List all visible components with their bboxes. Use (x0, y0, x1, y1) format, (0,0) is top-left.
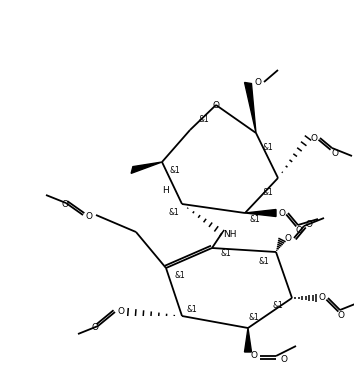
Text: &1: &1 (263, 187, 273, 196)
Text: &1: &1 (169, 208, 179, 217)
Text: &1: &1 (187, 305, 198, 314)
Text: &1: &1 (199, 115, 209, 124)
Text: O: O (251, 352, 257, 360)
Text: O: O (86, 212, 92, 221)
Text: O: O (62, 200, 69, 209)
Polygon shape (245, 328, 251, 352)
Polygon shape (245, 83, 256, 133)
Text: O: O (91, 323, 98, 332)
Text: H: H (162, 186, 169, 195)
Text: &1: &1 (249, 314, 259, 323)
Text: &1: &1 (273, 301, 283, 311)
Text: &1: &1 (259, 257, 269, 266)
Polygon shape (131, 162, 162, 173)
Text: O: O (212, 100, 219, 109)
Text: O: O (279, 208, 285, 218)
Text: &1: &1 (221, 248, 232, 257)
Text: &1: &1 (170, 166, 181, 174)
Text: O: O (331, 149, 338, 158)
Text: O: O (338, 311, 345, 320)
Text: &1: &1 (263, 142, 273, 151)
Text: &1: &1 (250, 215, 261, 224)
Text: &1: &1 (175, 272, 185, 280)
Text: NH: NH (223, 230, 237, 238)
Polygon shape (245, 209, 276, 217)
Text: O: O (255, 77, 262, 87)
Text: O: O (118, 308, 125, 317)
Text: O: O (285, 234, 291, 243)
Text: O: O (310, 134, 318, 142)
Text: O: O (296, 226, 303, 235)
Text: O: O (280, 355, 287, 363)
Text: O: O (305, 220, 312, 229)
Text: O: O (319, 294, 325, 302)
